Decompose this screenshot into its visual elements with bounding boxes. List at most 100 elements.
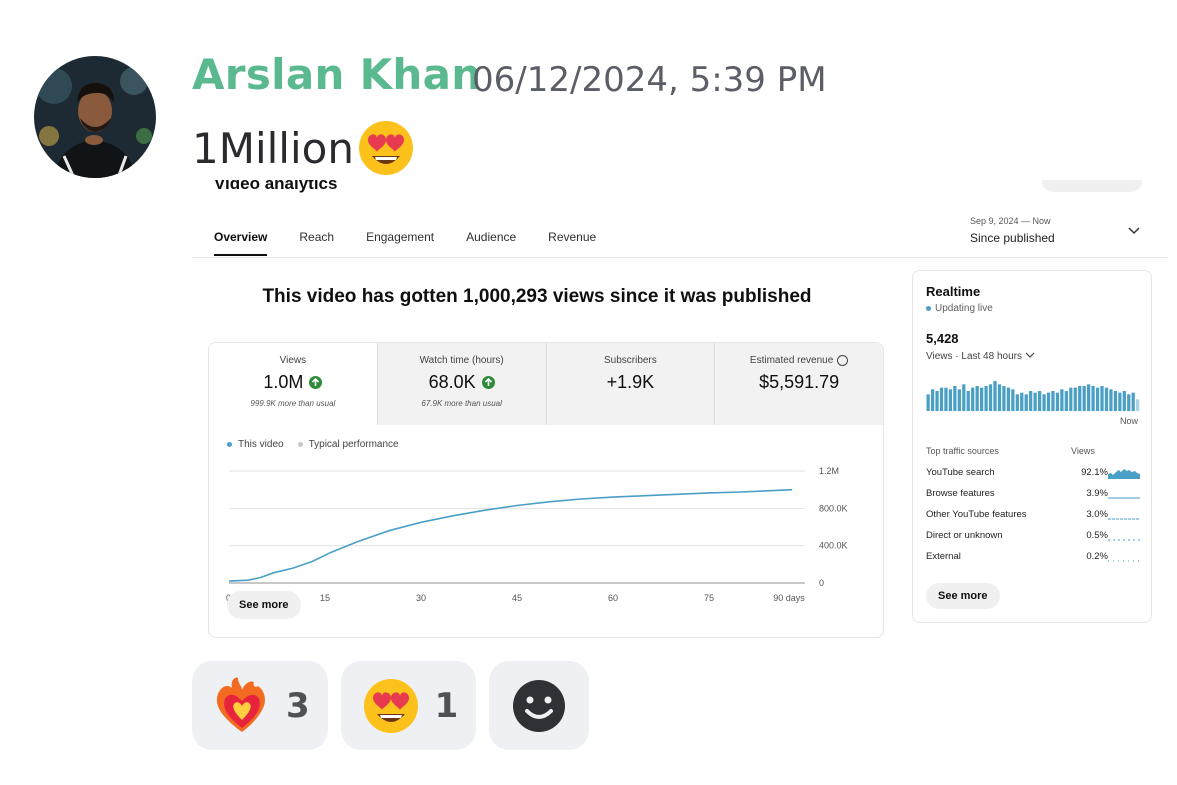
legend-this-video: This video <box>238 439 284 450</box>
sparkline-icon <box>1108 539 1140 541</box>
realtime-bar <box>1109 389 1113 411</box>
realtime-period-selector[interactable]: Views · Last 48 hours <box>926 351 1035 362</box>
realtime-bar <box>1095 387 1100 411</box>
views-headline: This video has gotten 1,000,293 views si… <box>262 286 812 307</box>
realtime-bar <box>1046 392 1051 411</box>
y-tick-label: 1.2M <box>819 466 839 476</box>
see-more-button[interactable]: See more <box>227 591 301 619</box>
realtime-bar <box>1029 391 1033 411</box>
tab-revenue[interactable]: Revenue <box>548 230 597 244</box>
realtime-bar <box>948 389 953 411</box>
realtime-bar <box>944 387 948 411</box>
tab-overview[interactable]: Overview <box>214 230 268 256</box>
traffic-source-name: Browse features <box>926 488 995 499</box>
realtime-bar <box>1113 391 1118 411</box>
advanced-mode-button[interactable] <box>1042 180 1142 192</box>
metric-comparison: 67.9K more than usual <box>421 399 502 408</box>
realtime-see-more-button[interactable]: See more <box>926 583 1000 609</box>
y-tick-label: 800.0K <box>819 503 848 513</box>
realtime-bar <box>1015 394 1019 411</box>
realtime-bar <box>1042 394 1046 411</box>
tab-engagement[interactable]: Engagement <box>366 230 435 244</box>
x-tick-label: 30 <box>416 593 426 603</box>
realtime-bar <box>966 391 970 411</box>
traffic-source-row: Browse features 3.9% <box>926 488 1141 502</box>
x-tick-label: 45 <box>512 593 522 603</box>
metric-views[interactable]: Views 1.0M 999.9K more than usual <box>209 343 378 425</box>
realtime-bar <box>1020 392 1024 411</box>
traffic-source-row: Direct or unknown 0.5% <box>926 530 1141 544</box>
metric-subscribers[interactable]: Subscribers +1.9K <box>546 343 716 425</box>
x-tick-label: 90 days <box>773 593 805 603</box>
reaction-heart-on-fire[interactable]: 3 <box>192 661 328 750</box>
realtime-bar <box>957 389 961 411</box>
chevron-down-icon[interactable] <box>1126 222 1142 238</box>
live-status-text: Updating live <box>935 303 993 314</box>
reaction-heart-eyes[interactable]: 1 <box>340 661 477 750</box>
realtime-bar <box>1100 386 1104 411</box>
avatar[interactable] <box>34 56 156 178</box>
date-range-text: Sep 9, 2024 — Now <box>970 216 1051 226</box>
realtime-bar <box>1002 386 1006 411</box>
realtime-bar <box>1024 394 1028 411</box>
traffic-source-name: Other YouTube features <box>926 509 1027 520</box>
metric-value: +1.9K <box>606 372 655 392</box>
sparkline-icon <box>1108 497 1140 499</box>
metric-value: 1.0M <box>263 372 304 392</box>
author-name[interactable]: Arslan Khan <box>192 50 482 99</box>
realtime-bar <box>980 387 984 411</box>
live-dot-icon <box>926 306 931 311</box>
realtime-bar <box>975 386 979 411</box>
metric-watch-time[interactable]: Watch time (hours) 68.0K 67.9K more than… <box>377 343 547 425</box>
date-range-selector[interactable]: Since published <box>970 231 1055 245</box>
arrow-up-icon <box>481 376 495 389</box>
realtime-bar <box>1064 391 1068 411</box>
legend-dot-icon <box>297 442 303 447</box>
traffic-source-row: YouTube search 92.1% <box>926 467 1141 481</box>
metric-value: 68.0K <box>428 372 476 392</box>
realtime-bar <box>1069 387 1073 411</box>
info-icon[interactable] <box>837 355 849 366</box>
now-label: Now <box>1120 416 1139 426</box>
add-reaction-button[interactable] <box>489 661 590 750</box>
realtime-bar <box>1118 392 1122 411</box>
tab-reach[interactable]: Reach <box>299 230 335 244</box>
realtime-bar <box>988 384 993 411</box>
traffic-source-name: YouTube search <box>926 467 995 478</box>
realtime-bar <box>1073 387 1077 411</box>
y-tick-label: 400.0K <box>819 541 848 551</box>
analytics-screenshot: Video analytics Overview Reach Engagemen… <box>192 180 1168 645</box>
realtime-bar <box>1011 389 1015 411</box>
sparkline-icon <box>1108 560 1140 562</box>
live-status: Updating live <box>926 303 993 314</box>
reaction-count: 3 <box>286 685 310 726</box>
heart-eyes-emoji-icon <box>363 678 418 733</box>
divider <box>192 257 1168 258</box>
realtime-period: Views · Last 48 hours <box>926 351 1022 362</box>
traffic-source-pct: 0.2% <box>1086 551 1108 562</box>
realtime-bar <box>993 381 997 411</box>
traffic-source-name: External <box>926 551 961 562</box>
metric-label: Estimated revenue <box>749 355 834 367</box>
realtime-bar <box>1122 391 1126 411</box>
metric-label: Watch time (hours) <box>419 355 504 366</box>
realtime-bar-chart <box>926 381 1140 411</box>
metric-revenue[interactable]: Estimated revenue $5,591.79 <box>715 343 883 425</box>
realtime-bar <box>1078 386 1082 411</box>
traffic-source-row: Other YouTube features 3.0% <box>926 509 1141 523</box>
realtime-views-value: 5,428 <box>926 331 959 346</box>
message-text: 1Million <box>192 123 354 173</box>
traffic-source-pct: 92.1% <box>1081 467 1108 478</box>
tab-audience[interactable]: Audience <box>466 230 517 244</box>
realtime-bar <box>962 384 966 411</box>
smiley-icon <box>513 679 566 732</box>
realtime-bar <box>1104 387 1109 411</box>
realtime-bar <box>1006 387 1011 411</box>
chart-legend: This video Typical performance <box>227 439 399 450</box>
sparkline-icon <box>1108 518 1140 520</box>
realtime-bar <box>1087 384 1091 411</box>
realtime-panel: Realtime Updating live 5,428 Views · Las… <box>912 270 1152 623</box>
realtime-bar <box>1127 394 1131 411</box>
y-tick-label: 0 <box>819 578 824 588</box>
page-title: Video analytics <box>214 180 338 193</box>
